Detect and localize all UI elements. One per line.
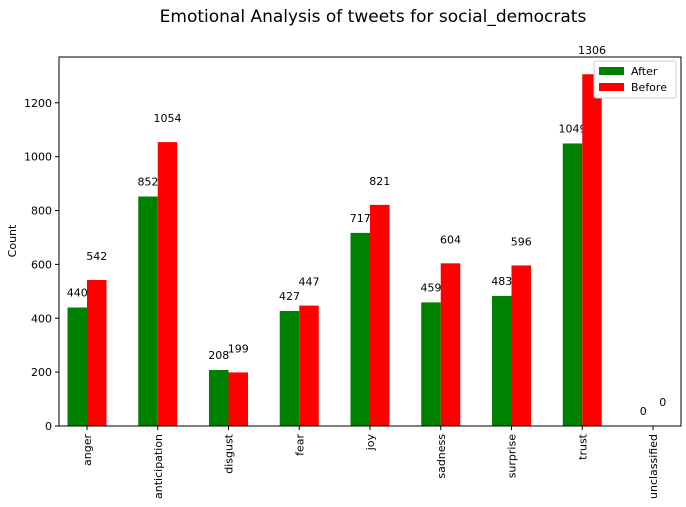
data-label-after-trust: 1049: [559, 122, 587, 135]
y-tick-label-400: 400: [31, 312, 52, 325]
x-tick-label-sadness: sadness: [435, 434, 448, 479]
bar-before-sadness: [440, 263, 461, 426]
x-tick-label-joy: joy: [364, 434, 377, 452]
data-label-before-unclassified: 0: [659, 396, 666, 409]
x-tick-label-disgust: disgust: [223, 433, 236, 473]
data-label-after-anticipation: 852: [138, 176, 159, 189]
data-label-before-disgust: 199: [228, 342, 249, 355]
data-label-before-anticipation: 1054: [154, 112, 182, 125]
x-tick-label-anger: anger: [81, 434, 94, 466]
plot-frame: [58, 56, 682, 427]
chart-title: Emotional Analysis of tweets for social_…: [160, 7, 587, 27]
bar-after-anger: [67, 307, 87, 426]
bar-after-sadness: [421, 302, 441, 426]
bar-before-anticipation: [157, 142, 178, 426]
bar-before-disgust: [228, 372, 248, 426]
data-label-after-anger: 440: [67, 286, 88, 299]
x-tick-label-surprise: surprise: [506, 434, 519, 479]
y-tick-label-800: 800: [31, 205, 52, 218]
data-label-before-anger: 542: [86, 250, 107, 263]
bar-before-surprise: [511, 265, 531, 426]
x-tick-label-trust: trust: [576, 433, 589, 460]
bar-after-trust: [562, 143, 583, 427]
bar-after-fear: [279, 310, 300, 426]
legend-swatch-before: [599, 83, 624, 91]
y-tick-label-1200: 1200: [24, 97, 52, 110]
data-label-after-sadness: 459: [421, 281, 442, 294]
bar-before-trust: [582, 74, 602, 427]
x-tick-label-fear: fear: [293, 434, 306, 456]
y-tick-label-200: 200: [31, 366, 52, 379]
y-tick-label-0: 0: [45, 420, 52, 433]
bar-after-disgust: [209, 369, 229, 426]
data-label-after-disgust: 208: [208, 349, 229, 362]
y-axis-label: Count: [6, 224, 19, 257]
legend-swatch-after: [599, 67, 624, 75]
data-label-after-unclassified: 0: [640, 405, 647, 418]
data-label-before-joy: 821: [369, 175, 390, 188]
legend: After Before: [593, 60, 677, 99]
y-tick-label-600: 600: [31, 258, 52, 271]
data-label-after-fear: 427: [279, 290, 300, 303]
data-label-after-surprise: 483: [491, 275, 512, 288]
data-label-before-sadness: 604: [440, 233, 461, 246]
y-tick-label-1000: 1000: [24, 151, 52, 164]
data-label-before-surprise: 596: [511, 235, 532, 248]
legend-label-before: Before: [631, 81, 667, 94]
x-tick-label-unclassified: unclassified: [647, 434, 660, 499]
bar-after-surprise: [492, 295, 512, 426]
x-tick-label-anticipation: anticipation: [152, 434, 165, 499]
bar-before-fear: [299, 305, 319, 426]
data-label-before-trust: 1306: [578, 44, 606, 57]
data-label-before-fear: 447: [299, 276, 320, 289]
bar-before-anger: [87, 280, 107, 426]
bar-after-joy: [350, 232, 370, 426]
bar-after-anticipation: [138, 196, 158, 426]
data-label-after-joy: 717: [350, 212, 371, 225]
legend-label-after: After: [631, 65, 658, 78]
bar-before-joy: [370, 204, 390, 426]
